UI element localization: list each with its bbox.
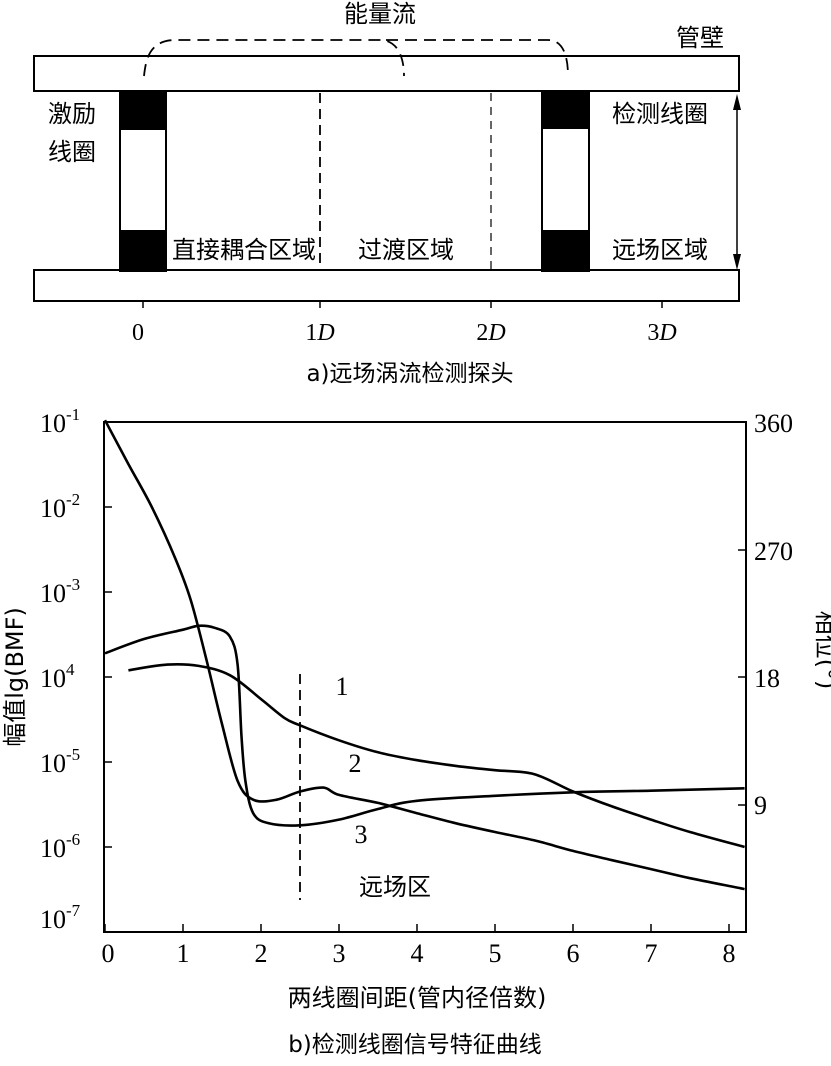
probe-diagram: 能量流 管壁 激励 线圈 检测线圈 直接耦合区域 过渡区域 远场区域 0 1D … [33, 0, 741, 387]
x-tick-label-5: 5 [489, 939, 502, 968]
tube-wall-label: 管壁 [676, 24, 724, 52]
energy-flow-path [143, 39, 569, 77]
exciter-coil-winding-bottom [120, 230, 166, 271]
curve-label-1: 1 [336, 672, 349, 701]
x-tick-label-7: 7 [645, 939, 658, 968]
arrow-head-down [733, 254, 741, 270]
series-curve-1 [128, 662, 745, 849]
probe-tick-label-2: 2D [476, 320, 505, 346]
x-tick-label-6: 6 [567, 939, 580, 968]
curve-label-3: 3 [355, 820, 368, 849]
y-axis-right-title: 相位(°) [812, 611, 831, 690]
remote-field-zone-chart-label: 远场区 [359, 873, 431, 901]
left-tick-label-6: 10-6 [40, 830, 80, 863]
curve-label-2: 2 [349, 749, 362, 778]
detector-coil-label: 检测线圈 [612, 100, 708, 128]
detector-coil-winding-bottom [542, 230, 589, 271]
series-layer [103, 419, 745, 891]
exciter-coil-winding-top [120, 91, 166, 130]
tube-wall-bottom [33, 269, 740, 302]
x-tick-label-3: 3 [333, 939, 346, 968]
arrow-head-up [733, 94, 741, 110]
left-tick-label-7: 10-7 [40, 901, 81, 934]
right-tick-label-360: 360 [754, 409, 793, 438]
exciter-coil-label-2: 线圈 [48, 138, 96, 166]
series-curve-2 [103, 419, 745, 891]
left-tick-label-3: 10-3 [40, 575, 80, 608]
probe-tick-label-1: 1D [305, 320, 334, 346]
tube-wall-top [33, 55, 740, 92]
right-tick-label-18: 18 [754, 664, 780, 693]
probe-caption: a)远场涡流检测探头 [306, 361, 513, 387]
right-tick-label-270: 270 [754, 537, 793, 566]
energy-flow-label: 能量流 [344, 0, 416, 28]
plot-frame [103, 421, 747, 933]
probe-tick-label-0: 0 [132, 320, 144, 346]
x-tick-label-8: 8 [723, 939, 736, 968]
remote-field-zone-label: 远场区域 [612, 236, 708, 264]
x-tick-label-1: 1 [177, 939, 190, 968]
right-tick-label-9: 9 [754, 791, 767, 820]
detector-coil [541, 90, 590, 272]
detector-coil-winding-top [542, 91, 589, 129]
x-tick-label-4: 4 [411, 939, 424, 968]
transition-zone-label: 过渡区域 [358, 236, 454, 264]
y-axis-left-title: 幅值lg(BMF) [1, 607, 29, 747]
x-tick-label-2: 2 [255, 939, 268, 968]
series-curve-3 [104, 624, 745, 827]
x-tick-label-0: 0 [102, 939, 115, 968]
signal-chart: 10-1 10-2 10-3 104 10-5 10-6 10-7 360 27… [1, 405, 831, 1058]
left-tick-label-1: 10-1 [40, 405, 80, 438]
direct-coupling-zone-label: 直接耦合区域 [172, 236, 316, 264]
chart-caption: b)检测线圈信号特征曲线 [288, 1032, 542, 1058]
left-tick-label-5: 10-5 [40, 745, 80, 778]
probe-tick-label-3: 3D [647, 320, 676, 346]
left-tick-label-2: 10-2 [40, 490, 80, 523]
exciter-coil-label-1: 激励 [48, 100, 96, 128]
left-tick-label-4: 104 [40, 660, 75, 693]
x-axis-title: 两线圈间距(管内径倍数) [288, 984, 547, 1012]
exciter-coil [119, 90, 167, 272]
